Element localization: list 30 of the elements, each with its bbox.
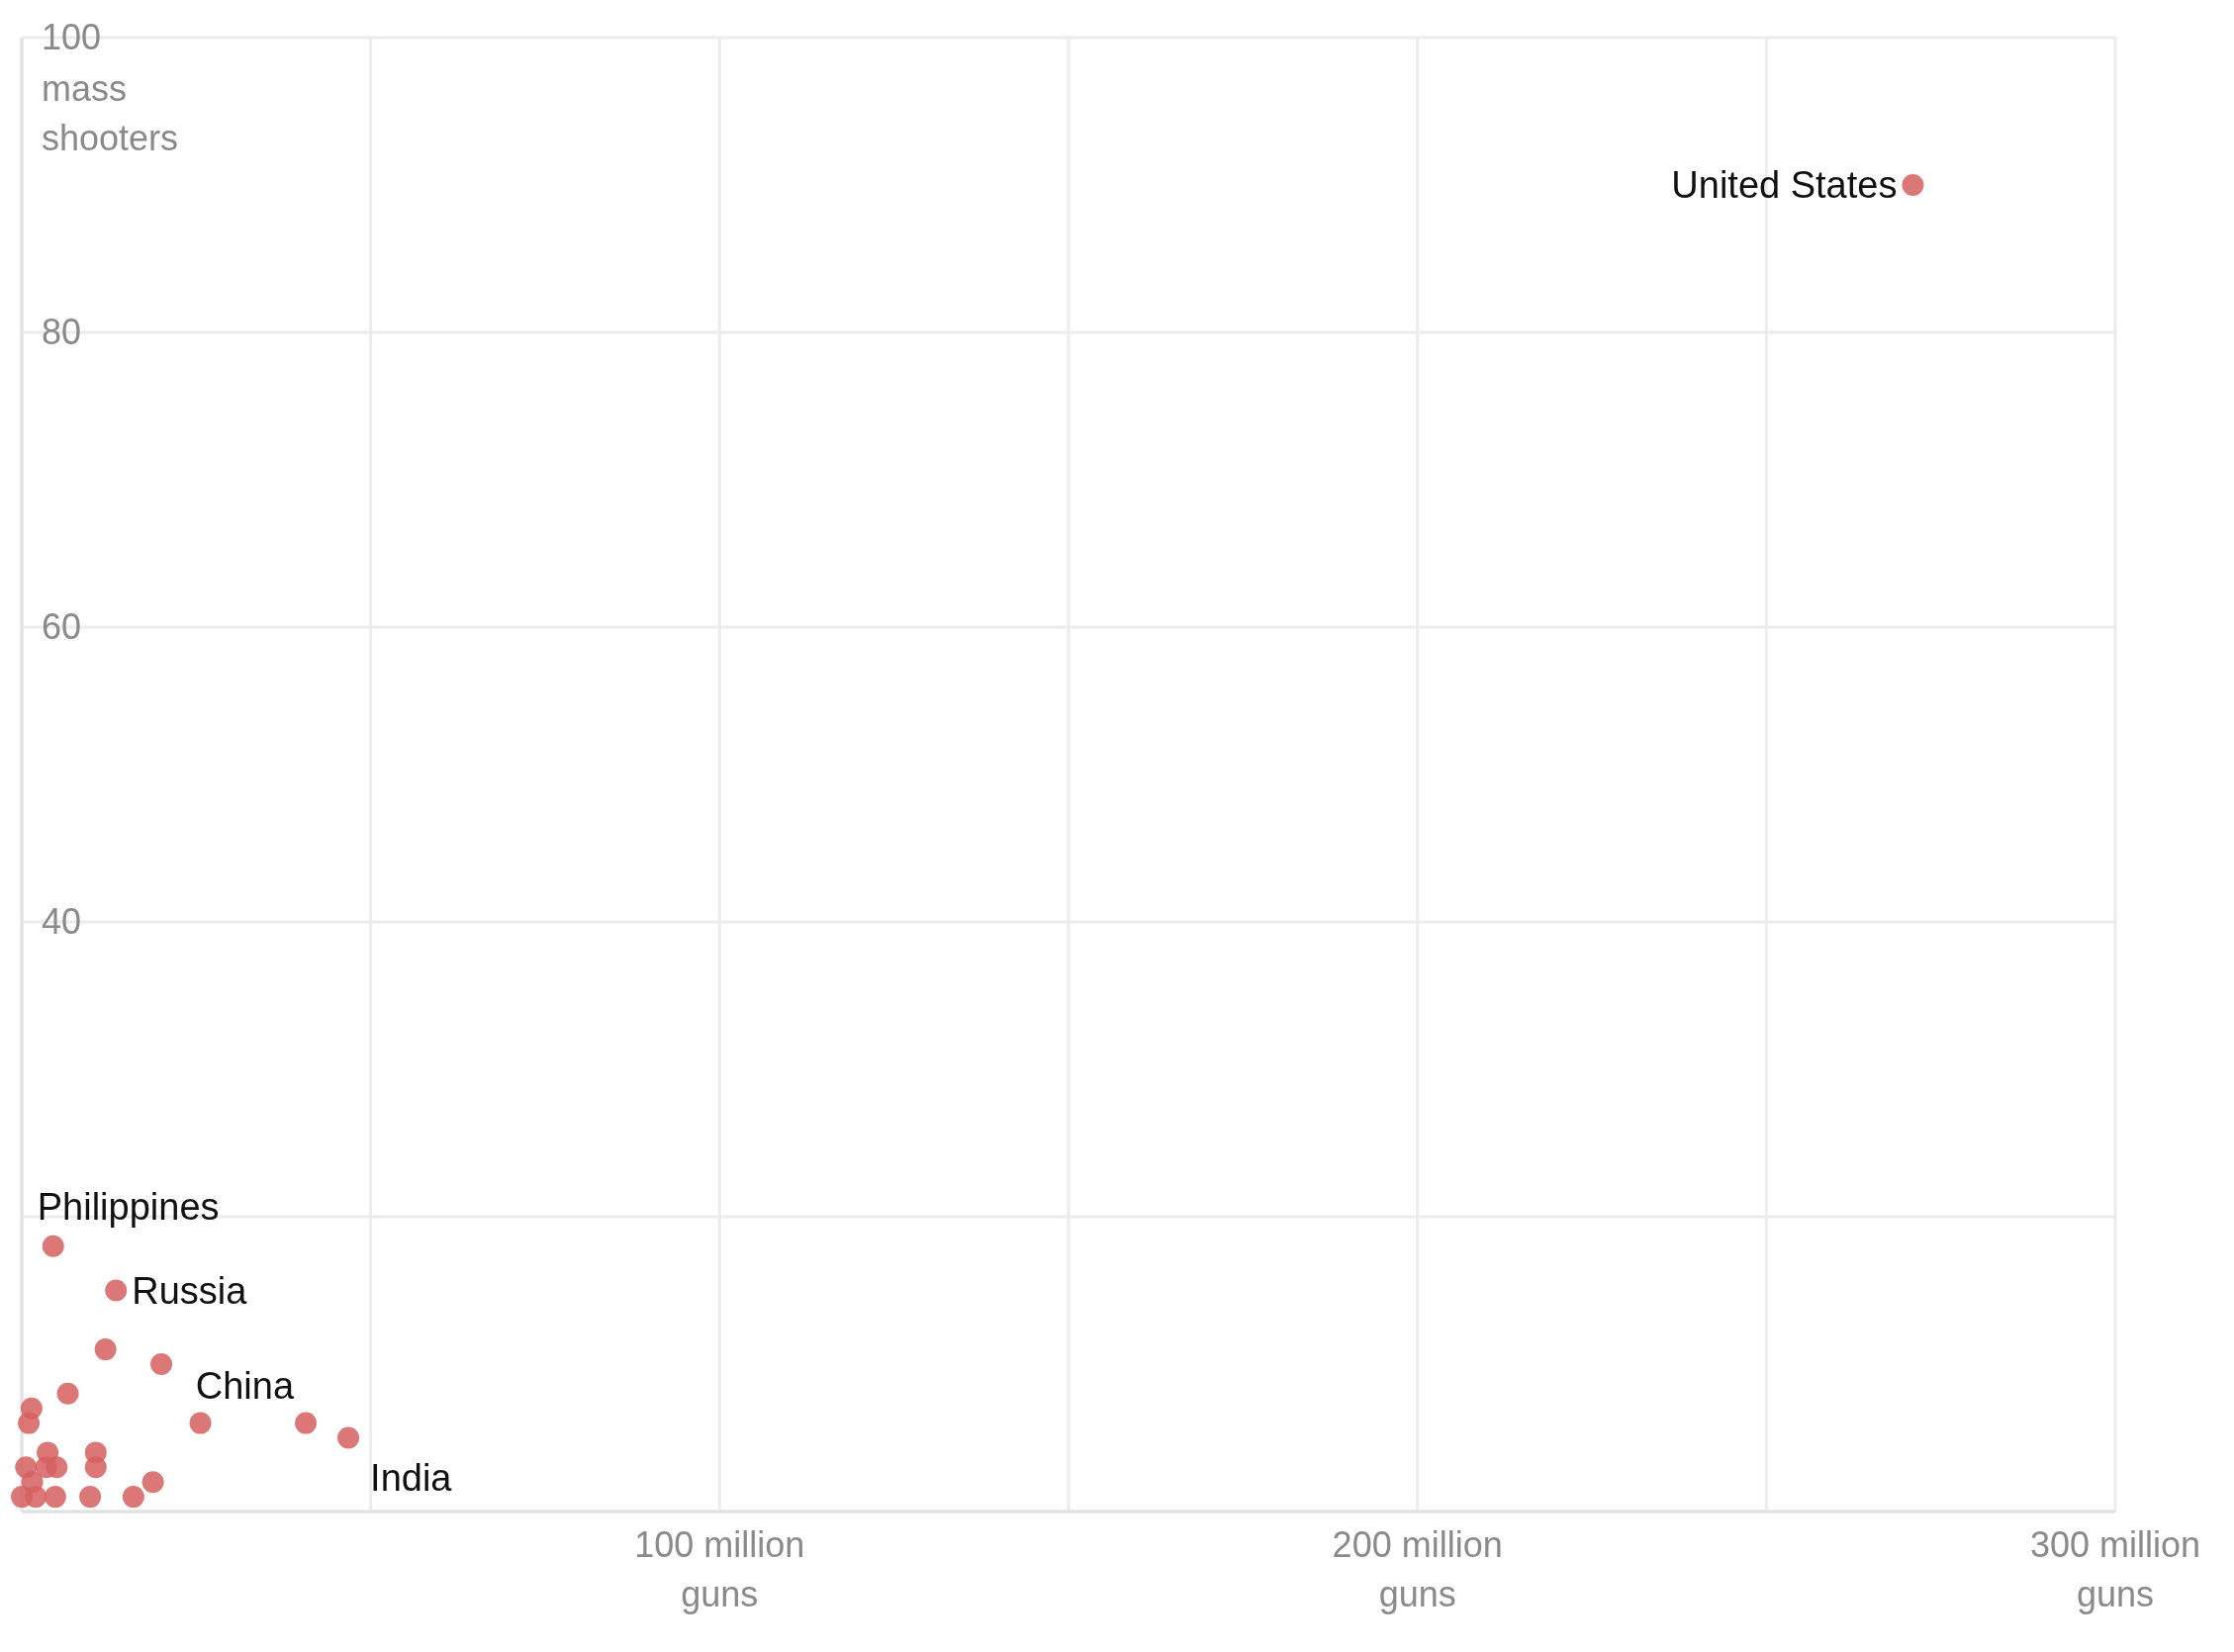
y-tick-label: 100 xyxy=(42,17,102,57)
point xyxy=(84,1456,107,1479)
point xyxy=(18,1412,41,1434)
y-tick-label: 60 xyxy=(42,606,82,647)
point xyxy=(35,1456,57,1479)
point xyxy=(295,1412,318,1434)
point xyxy=(42,1235,64,1257)
point xyxy=(79,1486,102,1509)
point xyxy=(1902,174,1924,196)
annotation: Russia xyxy=(132,1269,248,1312)
y-tick-label: 40 xyxy=(42,901,82,942)
x-tick-label: 100 million guns xyxy=(634,1524,805,1614)
point xyxy=(337,1426,360,1449)
point xyxy=(94,1338,117,1361)
point xyxy=(150,1353,173,1375)
point xyxy=(105,1279,128,1302)
point xyxy=(44,1486,66,1509)
annotation: United States xyxy=(1671,164,1898,206)
point xyxy=(141,1471,164,1494)
point xyxy=(189,1412,212,1434)
x-tick-label: 200 million guns xyxy=(1332,1524,1503,1614)
x-tick-label: 300 million guns xyxy=(2029,1524,2201,1614)
annotation: India xyxy=(370,1456,453,1499)
annotation: China xyxy=(195,1364,295,1407)
annotation: Philippines xyxy=(37,1185,220,1228)
point xyxy=(56,1382,79,1405)
y-tick-label: 80 xyxy=(42,312,82,352)
y-axis-title: mass shooters xyxy=(42,68,179,158)
point xyxy=(122,1486,144,1509)
point xyxy=(21,1471,44,1494)
